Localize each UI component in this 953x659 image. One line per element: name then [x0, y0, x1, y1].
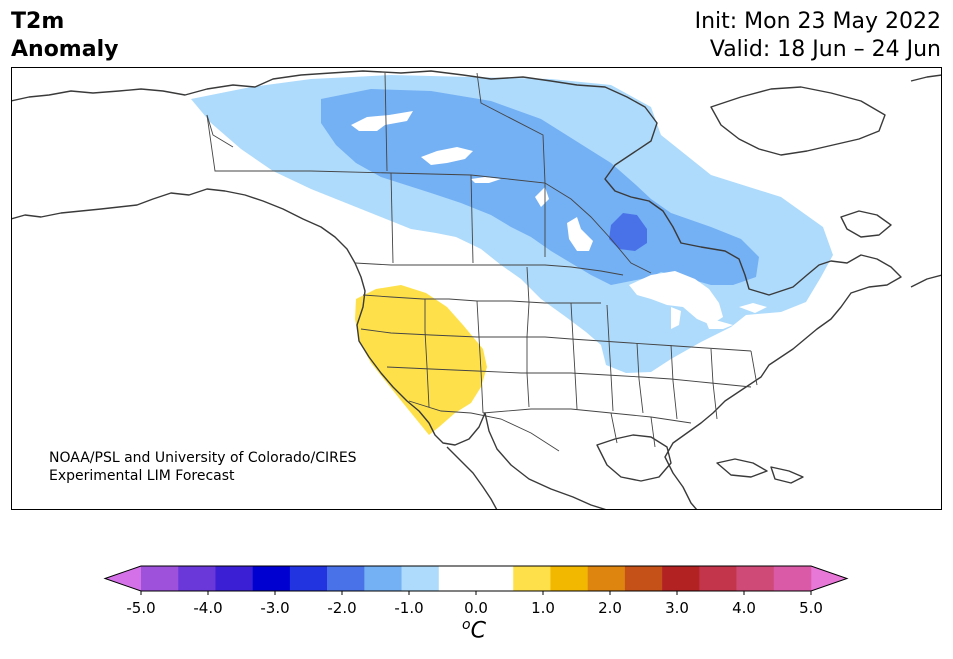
map-frame [11, 67, 942, 510]
title-line-1: T2m [11, 9, 65, 34]
init-date: Init: Mon 23 May 2022 [694, 9, 941, 34]
colorbar-cell [736, 566, 775, 591]
colorbar-cell [141, 566, 179, 591]
title-line-2: Anomaly [11, 37, 119, 62]
anomaly-map [11, 67, 942, 510]
map-credit: NOAA/PSL and University of Colorado/CIRE… [49, 449, 357, 485]
lake-shape [567, 217, 593, 251]
lake-shape [739, 303, 767, 313]
colorbar-tick-label: 2.0 [598, 599, 622, 617]
anomaly-region-mid-blue [321, 89, 759, 285]
colorbar-cell [178, 566, 216, 591]
colorbar-cell [438, 566, 477, 591]
colorbar [103, 565, 849, 595]
colorbar-tick-label: 4.0 [732, 599, 756, 617]
colorbar-tick-label: 3.0 [665, 599, 689, 617]
colorbar-extend-high [811, 566, 847, 591]
lake-shape [705, 319, 733, 329]
political-boundaries [206, 72, 758, 452]
colorbar-tick-label: -2.0 [327, 599, 357, 617]
colorbar-extend-low [105, 566, 141, 591]
colorbar-tick-label: -1.0 [394, 599, 424, 617]
credit-line-2: Experimental LIM Forecast [49, 468, 235, 484]
colorbar-tick-label: -3.0 [260, 599, 290, 617]
colorbar-cell [401, 566, 440, 591]
colorbar-cell [513, 566, 551, 591]
colorbar-tick-label: -4.0 [193, 599, 223, 617]
colorbar-tick-label: -5.0 [126, 599, 156, 617]
unit-degree: o [462, 617, 471, 633]
forecast-dates: Init: Mon 23 May 2022 Valid: 18 Jun – 24… [695, 8, 941, 64]
lake-shape [629, 271, 723, 325]
colorbar-cell [773, 566, 812, 591]
colorbar-tick-label: 1.0 [531, 599, 555, 617]
lake-shape [421, 147, 473, 165]
lake-shape [671, 307, 681, 329]
colorbar-cell [364, 566, 402, 591]
unit-symbol: C [470, 618, 486, 644]
coastlines [11, 70, 942, 510]
colorbar-cell [327, 566, 365, 591]
colorbar-tick-label: 5.0 [799, 599, 823, 617]
credit-line-1: NOAA/PSL and University of Colorado/CIRE… [49, 450, 357, 466]
anomaly-region-yellow [355, 285, 487, 435]
colorbar-cell [476, 566, 514, 591]
map-title: T2m Anomaly [11, 8, 118, 64]
colorbar-cell [699, 566, 737, 591]
colorbar-unit: oC [462, 617, 486, 643]
lake-shape [535, 187, 549, 207]
colorbar-cell [289, 566, 328, 591]
colorbar-cell [215, 566, 253, 591]
colorbar-cell [587, 566, 626, 591]
colorbar-cell [624, 566, 663, 591]
colorbar-cell [252, 566, 291, 591]
colorbar-tick-label: 0.0 [464, 599, 488, 617]
colorbar-cell [550, 566, 588, 591]
lake-shape [351, 111, 413, 131]
anomaly-region-deep-blue [609, 213, 647, 251]
colorbar-cell [662, 566, 700, 591]
lake-shape [471, 177, 501, 183]
valid-range: Valid: 18 Jun – 24 Jun [709, 37, 941, 62]
